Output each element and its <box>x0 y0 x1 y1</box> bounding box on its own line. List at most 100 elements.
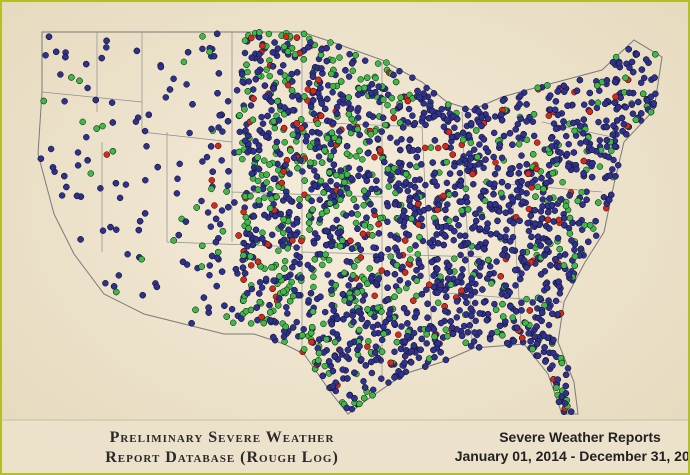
report-dot <box>261 211 268 219</box>
report-dot <box>401 359 408 366</box>
report-dot <box>250 213 258 220</box>
report-dot <box>525 227 533 235</box>
report-dot <box>467 292 475 299</box>
report-dot <box>506 238 514 245</box>
report-dot <box>322 241 330 249</box>
report-dot <box>562 382 570 390</box>
report-dot <box>368 81 376 88</box>
report-dot <box>268 107 275 114</box>
report-dot <box>384 165 392 173</box>
report-dot <box>209 168 216 175</box>
report-dot <box>484 310 492 318</box>
report-dot <box>517 115 524 123</box>
report-dot <box>398 371 405 378</box>
report-dot <box>315 76 322 84</box>
report-dot <box>561 88 568 95</box>
report-dot <box>180 58 188 66</box>
report-dot <box>189 101 196 108</box>
report-dot <box>550 218 558 225</box>
report-dot <box>530 111 538 118</box>
report-dot <box>431 333 438 340</box>
report-dot <box>554 234 562 242</box>
report-dot <box>361 57 369 64</box>
report-dot <box>345 94 352 101</box>
report-dot <box>252 226 260 234</box>
report-dot <box>534 183 541 191</box>
report-dot <box>334 229 342 237</box>
report-dot <box>351 369 358 376</box>
report-dot <box>480 136 488 143</box>
report-dot <box>518 299 525 307</box>
report-dot <box>484 148 492 156</box>
report-dot <box>562 371 570 379</box>
report-dot <box>561 400 569 407</box>
report-dot <box>307 329 315 337</box>
report-dot <box>506 130 514 137</box>
report-dot <box>308 265 315 272</box>
report-dot <box>372 343 380 350</box>
report-dot <box>371 292 378 300</box>
report-dot <box>568 237 575 244</box>
report-dot <box>288 78 296 85</box>
report-dot <box>552 256 559 263</box>
report-dot <box>210 52 218 60</box>
report-dot <box>97 185 104 192</box>
report-dot <box>247 262 255 269</box>
report-dot <box>280 216 287 223</box>
report-dot <box>650 100 657 107</box>
report-dot <box>418 161 425 168</box>
report-dot <box>293 120 301 127</box>
report-dot <box>252 75 260 83</box>
report-dot <box>490 129 498 137</box>
report-dot <box>440 123 448 131</box>
report-dot <box>414 250 422 258</box>
report-dot <box>457 274 464 281</box>
report-dot <box>609 166 616 173</box>
report-dot <box>571 127 578 135</box>
report-dot <box>523 264 530 271</box>
report-dot <box>433 231 440 238</box>
report-dot <box>504 182 512 190</box>
report-dot <box>279 242 287 249</box>
report-dot <box>571 253 579 260</box>
report-dot <box>434 240 442 247</box>
report-dot <box>102 279 109 287</box>
report-dot <box>374 135 382 143</box>
report-dot <box>326 169 333 176</box>
report-dot <box>184 48 192 56</box>
report-dot <box>611 99 619 106</box>
report-dot <box>366 138 373 145</box>
report-dot <box>379 114 387 122</box>
report-dot <box>343 258 351 265</box>
report-dot <box>453 314 461 321</box>
report-dot <box>461 232 469 240</box>
report-dot <box>430 305 437 313</box>
report-dot <box>442 206 449 214</box>
report-dot <box>578 189 585 196</box>
report-dot <box>375 230 383 237</box>
report-dot <box>211 202 218 209</box>
report-dot <box>408 215 415 223</box>
report-dot <box>612 93 619 101</box>
report-dot <box>375 83 382 90</box>
report-dot <box>458 287 465 294</box>
report-dot <box>480 245 488 252</box>
report-dot <box>499 251 506 259</box>
report-dot <box>544 82 551 89</box>
report-dot <box>491 170 499 178</box>
report-dot <box>57 71 64 78</box>
report-dot <box>414 87 421 95</box>
report-dot <box>449 330 457 338</box>
report-dot <box>256 290 263 297</box>
report-dot <box>254 177 262 185</box>
report-dot <box>378 128 385 135</box>
report-dot <box>248 170 256 177</box>
report-dot <box>245 132 252 139</box>
report-dot <box>585 238 592 246</box>
report-dot <box>296 202 303 210</box>
report-dot <box>323 336 330 343</box>
report-dot <box>518 334 526 342</box>
report-dot <box>275 117 283 124</box>
report-dot <box>497 189 505 197</box>
report-dot <box>608 147 615 155</box>
